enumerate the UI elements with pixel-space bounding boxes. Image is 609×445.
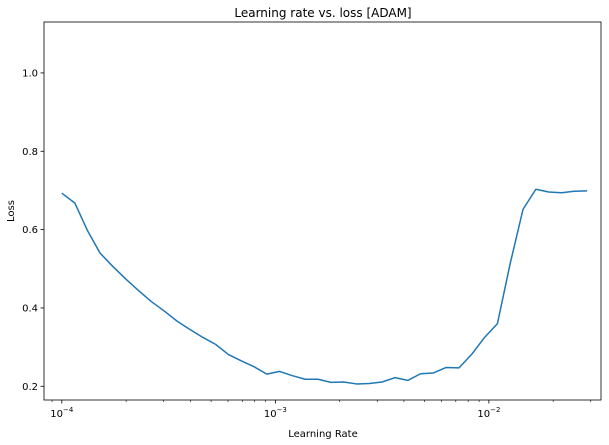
y-tick-label: 0.6 [22, 225, 38, 236]
plot-area [61, 188, 588, 385]
x-tick-label: 10−3 [264, 406, 287, 420]
y-tick-label: 0.8 [22, 147, 38, 158]
y-axis-label: Loss [6, 200, 17, 222]
chart-title: Learning rate vs. loss [ADAM] [234, 6, 411, 20]
x-tick-label: 10−2 [477, 406, 500, 420]
y-axis-ticks: 0.2 0.4 0.6 0.8 1.0 [22, 68, 44, 393]
y-tick-label: 0.4 [22, 303, 38, 314]
x-axis-label: Learning Rate [288, 429, 358, 440]
y-tick-label: 0.2 [22, 382, 38, 393]
loss-series-line [61, 188, 588, 385]
y-tick-label: 1.0 [22, 68, 38, 79]
axes-frame [43, 21, 602, 401]
x-tick-label: 10−4 [50, 406, 74, 420]
x-axis-ticks: 10−4 10−3 10−2 [50, 400, 592, 420]
